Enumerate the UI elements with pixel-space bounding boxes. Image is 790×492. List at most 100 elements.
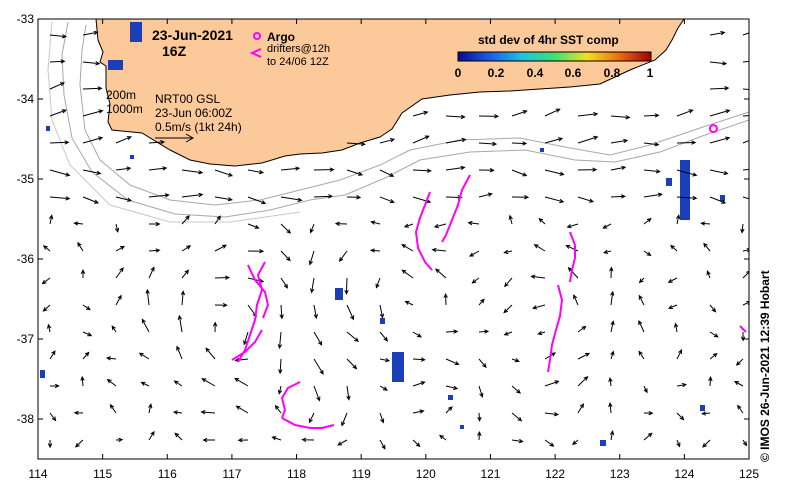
current-vector [638,319,645,333]
current-vector [280,223,292,234]
current-vector [643,250,652,257]
contour-1000m [61,21,749,218]
current-vector [109,403,117,414]
current-vector [379,385,389,391]
map-hour: 16Z [162,43,187,59]
current-vector [537,330,546,336]
current-vector [309,223,315,234]
current-vector [567,266,579,279]
current-vector [247,169,265,175]
current-vector [82,86,103,91]
current-vector [308,412,315,424]
current-vector [609,430,615,441]
current-vector [202,437,215,443]
x-tick-label: 117 [222,467,241,481]
current-vector [477,412,482,422]
current-vector [234,377,249,387]
colorbar-ticks: 0 0.2 0.4 0.6 0.8 1 [455,66,654,80]
current-vector [334,221,348,226]
current-vector [82,351,90,360]
current-vector [49,169,71,177]
current-vector [214,244,228,252]
scale-arrow-label: 0.5m/s (1kt 24h) [155,120,242,134]
current-vector [544,439,555,447]
current-vector [478,114,500,119]
drifter-legend-line1: drifters@12h [267,43,330,55]
current-vector [443,292,448,306]
current-vector [438,434,447,441]
y-tick-label: -38 [17,412,35,426]
current-vector [280,166,301,171]
contour-200m [79,24,749,206]
x-tick-label: 119 [352,467,371,481]
current-vector [676,439,681,448]
current-vector [643,192,663,198]
current-vector [577,403,585,414]
current-vector [572,439,579,446]
contour-label-200m: 200m [106,88,136,102]
current-vector [638,277,645,284]
current-vector [140,381,150,387]
colorbar-tick: 0.8 [604,66,621,80]
current-vector [565,245,579,252]
current-vector [508,214,513,225]
current-vector [212,321,218,333]
current-vector [341,412,348,427]
x-tick-label: 125 [739,467,759,481]
current-vector [82,304,91,311]
current-vector [313,194,334,199]
current-vector [277,331,283,350]
current-vector [375,277,381,289]
current-vector [181,215,190,225]
current-vector [703,242,711,252]
current-vector [709,61,728,66]
current-vector [511,195,530,200]
current-vector [445,137,467,144]
current-vector [148,193,170,198]
colorbar-title: std dev of 4hr SST comp [478,33,619,47]
colorbar-gradient [457,51,652,62]
current-vector [412,110,429,117]
current-vector [82,61,101,66]
current-vector [82,331,93,337]
current-vector [379,331,389,342]
current-vector [42,245,51,252]
current-vector [379,439,386,450]
current-vector [709,86,730,91]
current-vector [214,215,221,225]
current-vector [181,169,204,175]
current-vector [503,331,513,336]
current-vector [148,248,161,253]
current-vector [201,378,216,387]
current-vector [445,165,466,171]
argo-legend-label: Argo [267,30,295,44]
current-vector [445,406,453,414]
current-vector [247,196,267,205]
current-vector [742,60,749,63]
current-vector [643,410,654,416]
current-vector [733,381,744,387]
current-vector [503,304,513,314]
current-vector [346,331,359,343]
current-vector [577,135,599,144]
current-vector [740,223,745,234]
map-frame [37,18,750,460]
current-vector [538,217,546,225]
drifter-track [414,191,433,271]
drifter-track [441,174,471,243]
current-vector [608,401,613,414]
current-vector [200,410,216,415]
current-vector-field [41,30,749,450]
current-vector [280,277,289,289]
current-vector [530,274,546,279]
current-vector [148,430,155,441]
current-vector [511,385,521,394]
current-vector [511,438,524,444]
current-vector [435,268,447,279]
current-vector [532,304,546,310]
current-vector [676,412,685,421]
contour-label-1000m: 1000m [106,102,143,116]
current-vector [544,137,564,144]
current-vector [301,437,315,442]
analysis-time: 23-Jun 06:00Z [155,106,232,120]
